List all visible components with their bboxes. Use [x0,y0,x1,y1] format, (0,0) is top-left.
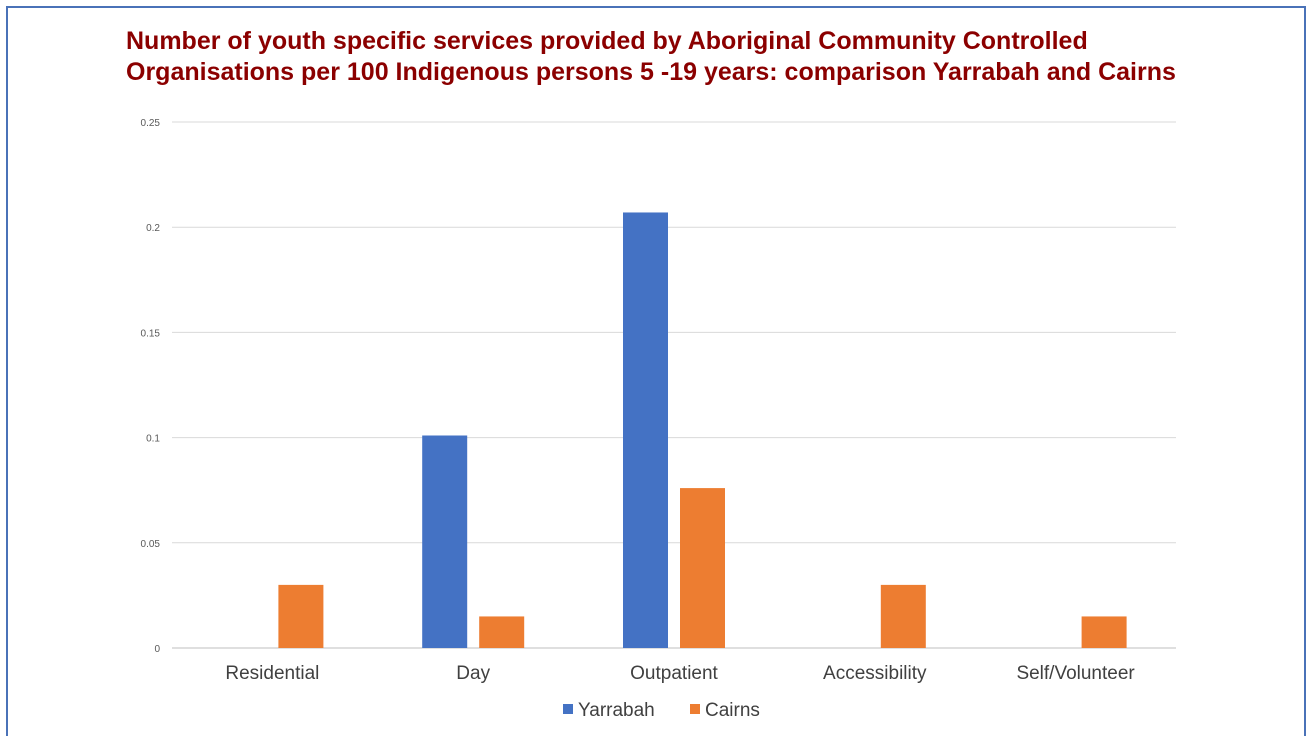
legend-label-cairns: Cairns [705,700,760,721]
y-tick-label: 0.1 [146,434,160,445]
x-tick-label: Self/Volunteer [1016,663,1135,684]
bar-yarrabah-outpatient [623,212,668,649]
x-tick-label: Outpatient [630,663,718,684]
legend-swatch-cairns [690,704,700,714]
gridlines [172,121,1176,649]
y-tick-label: 0.25 [141,118,161,129]
x-tick-label: Residential [225,663,319,684]
y-tick-label: 0.2 [146,223,160,234]
y-tick-label: 0.05 [141,539,161,550]
x-axis: Residential Day Outpatient Accessibility Sel… [225,663,1135,684]
x-tick-label: Day [456,663,490,684]
legend-swatch-yarrabah [563,704,573,714]
bar-cairns-accessibility [880,584,926,648]
bar-cairns-self-volunteer [1081,616,1127,648]
bar-cairns-day [479,616,525,648]
chart-title: Number of youth specific services provid… [126,27,1176,86]
x-tick-label: Accessibility [823,663,927,684]
bar-cairns-outpatient [680,488,725,648]
bars [278,212,1127,649]
bar-yarrabah-day [422,435,468,648]
legend: Yarrabah Cairns [563,700,760,721]
bar-cairns-residential [278,584,324,648]
y-tick-label: 0 [154,644,160,655]
y-axis: 0 0.05 0.1 0.15 0.2 0.25 [141,118,161,655]
y-tick-label: 0.15 [141,328,161,339]
legend-label-yarrabah: Yarrabah [578,700,655,721]
